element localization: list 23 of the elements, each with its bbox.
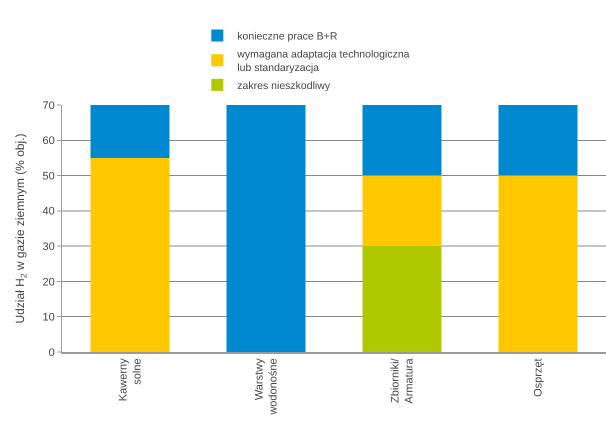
y-tick-label: 40 — [42, 206, 55, 218]
legend-label: wymagana adaptacja technologiczna lub standaryzacja — [236, 48, 410, 74]
bar — [226, 105, 306, 352]
y-tick-label: 10 — [42, 312, 55, 324]
legend-label: zakres nieszkodliwy — [237, 80, 331, 92]
y-tick-label: 30 — [42, 240, 55, 253]
bar — [90, 105, 170, 158]
y-tick-label: 20 — [42, 276, 55, 288]
x-tick-label: Warstwy wodonośne — [253, 358, 280, 416]
legend-label: konieczne prace B+R — [237, 30, 338, 43]
bar — [498, 105, 578, 176]
bar — [362, 105, 442, 176]
y-tick-label: 50 — [42, 170, 55, 182]
y-tick-label: 70 — [42, 100, 55, 112]
bar — [498, 176, 578, 352]
bar — [362, 176, 442, 246]
y-tick-label: 60 — [42, 135, 55, 148]
bar — [90, 158, 170, 352]
x-tick-label: Osprzęt — [532, 358, 545, 397]
y-tick-label: 0 — [48, 346, 55, 359]
bar — [362, 246, 442, 352]
x-tick-label: Kawerny solne — [117, 358, 144, 402]
x-tick-label: Zbiorniki/ Armatura — [389, 357, 416, 404]
